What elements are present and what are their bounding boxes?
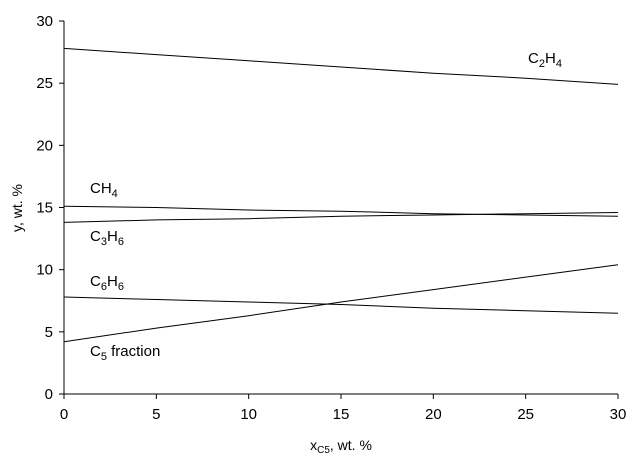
series-line-c5 xyxy=(63,264,619,343)
y-tick-label: 5 xyxy=(45,324,53,341)
x-tick-label: 10 xyxy=(240,406,257,423)
series-line-ch4 xyxy=(63,205,619,217)
series-label-c3h6: C3H6 xyxy=(90,228,124,248)
series-line-c2h4 xyxy=(63,47,619,85)
series-labels: C2H4 CH4 C3H6 C6H6 C5 fraction xyxy=(90,50,562,363)
series-label-ch4: CH4 xyxy=(90,180,118,200)
series-label-c5: C5 fraction xyxy=(90,343,160,363)
series-label-c6h6: C6H6 xyxy=(90,273,124,293)
x-tick-label: 5 xyxy=(152,406,160,423)
y-axis-title: y, wt. % xyxy=(9,184,25,232)
y-tick-label: 15 xyxy=(36,200,53,217)
x-tick-label: 0 xyxy=(60,406,68,423)
series-label-c2h4: C2H4 xyxy=(528,50,562,70)
y-tick-label: 10 xyxy=(36,262,53,279)
x-tick-label: 30 xyxy=(610,406,627,423)
x-tick-label: 15 xyxy=(333,406,350,423)
tick-marks xyxy=(59,20,619,399)
series-lines xyxy=(63,47,619,343)
y-tick-label: 30 xyxy=(36,13,53,30)
y-tick-label: 25 xyxy=(36,75,53,92)
y-tick-label: 0 xyxy=(45,386,53,403)
series-line-c6h6 xyxy=(63,296,619,314)
x-tick-label: 25 xyxy=(517,406,534,423)
x-axis-title: xC5, wt. % xyxy=(310,437,372,454)
y-tick-label: 20 xyxy=(36,137,53,154)
tick-labels: 0 5 10 15 20 25 30 0 5 10 15 20 25 30 xyxy=(36,13,626,423)
x-tick-label: 20 xyxy=(425,406,442,423)
series-line-c3h6 xyxy=(63,212,619,223)
